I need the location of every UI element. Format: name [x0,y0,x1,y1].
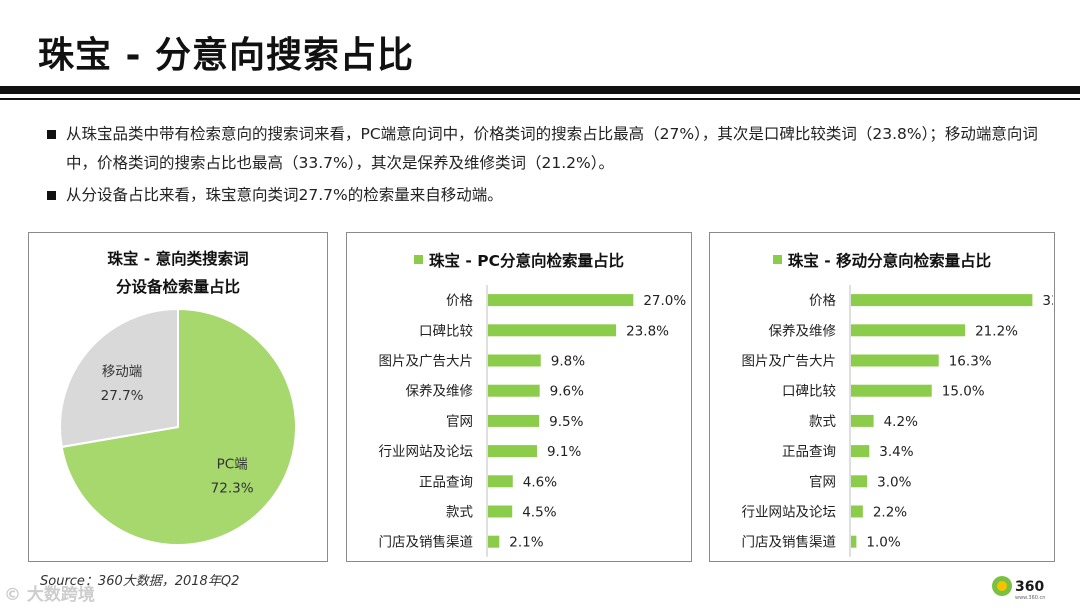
bar-category-label: 口碑比较 [419,323,473,339]
bar [851,324,966,337]
brand-logo: 360 www.360.cn [992,576,1045,601]
bar [851,475,868,488]
pie-title-line-2: 分设备检索量占比 [115,278,240,296]
bar-value-label: 2.2% [873,505,907,521]
bar-value-label: 2.1% [509,535,543,551]
bar [851,414,874,427]
pie-label-name: 移动端 [102,364,143,380]
bar-category-label: 保养及维修 [406,384,474,400]
legend-square-icon [414,255,424,264]
mobile-bar-chart-panel: 珠宝 - 移动分意向检索量占比 价格 33.7% 保养及维修 21.2% 图片及广告大片… [709,232,1055,562]
bar-category-label: 官网 [809,474,836,490]
bar-category-label: 款式 [446,505,473,521]
bar [851,535,857,548]
pie-label-value: 72.3% [211,481,254,497]
bullet-square-icon [47,130,56,139]
bar [851,294,1033,307]
pc-chart-title-text: 珠宝 - PC分意向检索量占比 [429,252,624,270]
pie-slice-mobile [59,307,179,449]
bar-category-label: 口碑比较 [782,384,836,400]
bar-value-label: 1.0% [866,535,900,551]
pie-label-name: PC端 [217,457,248,473]
bar-category-label: 图片及广告大片 [742,354,837,370]
bar [851,384,932,397]
bar-value-label: 9.6% [550,384,584,400]
bar-value-label: 21.2% [975,323,1018,339]
bullet-item: 从分设备占比来看，珠宝意向类词27.7%的检索量来自移动端。 [44,181,1044,210]
bar [488,354,541,367]
bar-value-label: 4.5% [522,505,556,521]
bar [488,475,513,488]
bar [851,505,863,518]
bar [488,505,513,518]
legend-square-icon [772,255,782,264]
logo-inner-icon [997,581,1007,591]
bar-value-label: 4.2% [884,414,918,430]
bar-value-label: 4.6% [523,474,557,490]
page-title: 珠宝 - 分意向搜索占比 [38,35,415,76]
bar-value-label: 27.0% [643,293,686,309]
title-rule-thin [0,98,1080,100]
bar-category-label: 正品查询 [782,444,836,460]
pie-chart-panel: 珠宝 - 意向类搜索词 分设备检索量占比 移动端 27.7% PC端 72.3% [28,232,328,562]
bar [851,354,939,367]
logo-text: 360 [1015,579,1044,595]
pc-bar-chart-panel: 珠宝 - PC分意向检索量占比 价格 27.0% 口碑比较 23.8% 图片及广告大片 9… [346,232,692,562]
bar [851,445,870,458]
bar-category-label: 门店及销售渠道 [379,535,474,551]
bar-category-label: 正品查询 [419,474,473,490]
bar-category-label: 价格 [446,293,473,309]
bar-category-label: 保养及维修 [769,323,837,339]
bullet-square-icon [47,191,56,200]
mobile-chart-title-text: 珠宝 - 移动分意向检索量占比 [787,252,992,270]
bar-value-label: 9.8% [551,354,585,370]
bar-category-label: 行业网站及论坛 [379,444,474,460]
bar-value-label: 9.1% [547,444,581,460]
bar-value-label: 9.5% [549,414,583,430]
bar [488,414,540,427]
bar [488,294,634,307]
title-rule-thick [0,86,1080,94]
bar-value-label: 15.0% [942,384,985,400]
bar [488,384,540,397]
bar-category-label: 款式 [809,414,837,430]
watermark: © 大数跨境 [4,585,95,605]
bullet-list: 从珠宝品类中带有检索意向的搜索词来看，PC端意向词中，价格类词的搜索占比最高（2… [44,120,1044,210]
bar [488,324,617,337]
bar-category-label: 门店及销售渠道 [742,535,837,551]
bar-category-label: 行业网站及论坛 [742,505,837,521]
bullet-item: 从珠宝品类中带有检索意向的搜索词来看，PC端意向词中，价格类词的搜索占比最高（2… [44,120,1044,178]
bar-category-label: 图片及广告大片 [379,354,474,370]
bullet-text: 从分设备占比来看，珠宝意向类词27.7%的检索量来自移动端。 [66,186,503,204]
pie-label-value: 27.7% [101,388,144,404]
pie-title-line-1: 珠宝 - 意向类搜索词 [107,250,249,268]
logo-subtext: www.360.cn [1015,595,1045,601]
bar-category-label: 官网 [446,414,473,430]
mobile-bar-chart: 价格 33.7% 保养及维修 21.2% 图片及广告大片 16.3% 口碑比较 15.0% 款式… [742,285,1053,557]
mobile-chart-title: 珠宝 - 移动分意向检索量占比 [710,249,1054,271]
bar-value-label: 3.0% [877,474,911,490]
bar-value-label: 16.3% [949,354,992,370]
bar [488,445,537,458]
bar-value-label: 3.4% [879,444,913,460]
bar-category-label: 价格 [809,293,837,309]
bar [488,535,500,548]
source-note: Source：360大数据，2018年Q2 [40,574,240,589]
bar-value-label: 33.7% [1042,293,1053,309]
bullet-text: 从珠宝品类中带有检索意向的搜索词来看，PC端意向词中，价格类词的搜索占比最高（2… [66,125,1038,172]
pc-chart-title: 珠宝 - PC分意向检索量占比 [347,249,691,271]
pie-chart: 移动端 27.7% PC端 72.3% [59,307,297,546]
pc-bar-chart: 价格 27.0% 口碑比较 23.8% 图片及广告大片 9.8% 保养及维修 9.6% 官网 9.… [379,285,686,557]
bar-value-label: 23.8% [626,323,669,339]
